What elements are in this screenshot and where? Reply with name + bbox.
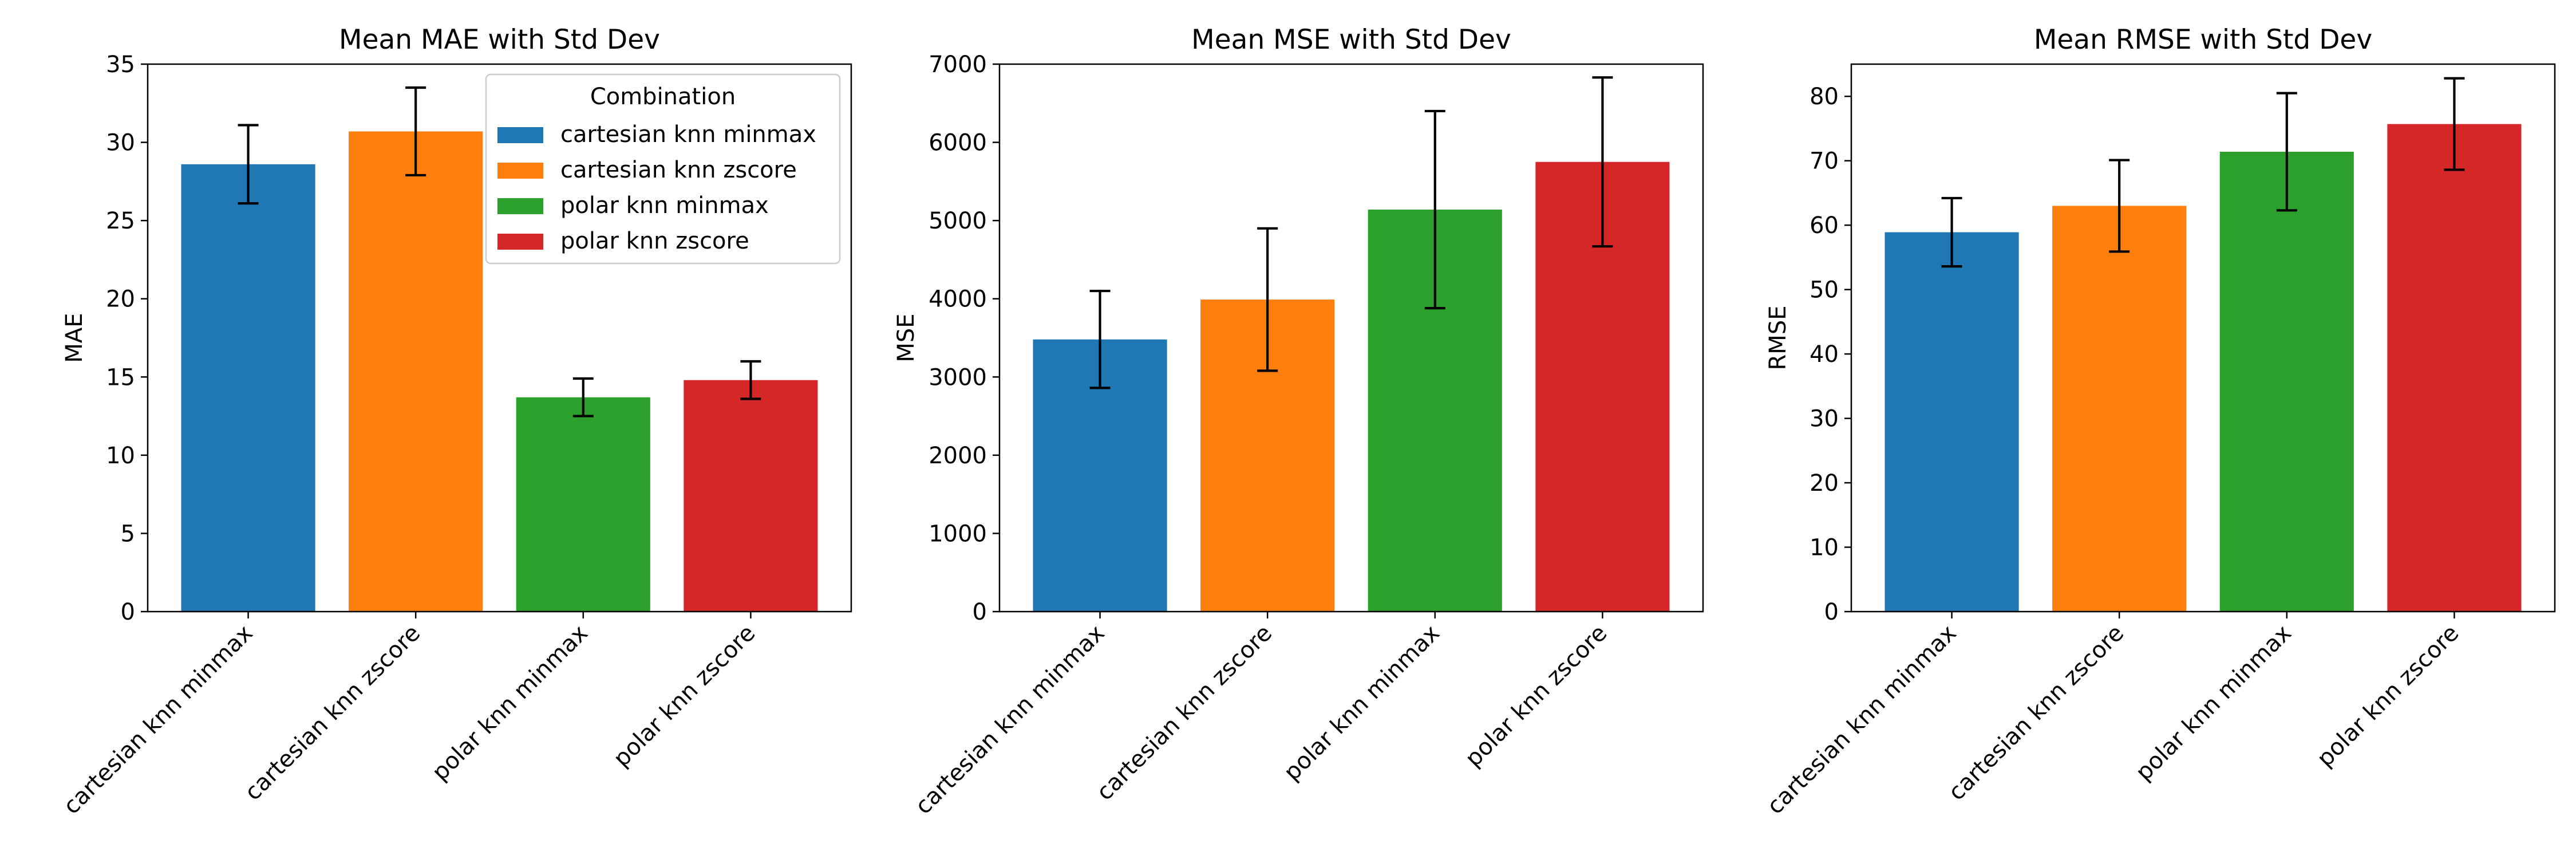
legend-label: polar knn zscore bbox=[560, 228, 749, 254]
x-tick-label-cartesian-knn-minmax: cartesian knn minmax bbox=[910, 620, 1110, 820]
x-tick-label-polar-knn-zscore: polar knn zscore bbox=[1460, 620, 1613, 773]
chart-panel-mse: Mean MSE with Std Dev 0 1000 2000 3000 4000 50… bbox=[893, 24, 1704, 820]
error-bar-cartesian-knn-minmax bbox=[1089, 289, 1111, 389]
y-tick-label: 10 bbox=[106, 443, 135, 469]
y-axis-label: MAE bbox=[61, 313, 88, 362]
y-tick-label: 0 bbox=[1824, 599, 1839, 625]
chart-panel-mae: Mean MAE with Std Dev 0 5 10 15 20 25 30 35 MAE ca… bbox=[58, 24, 852, 820]
error-bar-polar-knn-minmax bbox=[2276, 92, 2297, 212]
x-tick-label-cartesian-knn-zscore: cartesian knn zscore bbox=[1092, 620, 1277, 806]
y-tick-label: 15 bbox=[106, 364, 135, 391]
y-tick-label: 25 bbox=[106, 208, 135, 234]
x-tick-label-cartesian-knn-minmax: cartesian knn minmax bbox=[58, 620, 258, 820]
bar-polar-knn-minmax bbox=[2219, 151, 2354, 612]
x-tick-label-polar-knn-minmax: polar knn minmax bbox=[427, 620, 593, 786]
x-tick-label-polar-knn-minmax: polar knn minmax bbox=[1279, 620, 1445, 786]
legend-item-polar-knn-minmax: polar knn minmax bbox=[497, 192, 769, 219]
y-tick-label: 10 bbox=[1809, 535, 1839, 561]
y-tick-label: 20 bbox=[1809, 470, 1839, 497]
y-tick-label: 80 bbox=[1809, 84, 1839, 110]
x-tick-label-polar-knn-zscore: polar knn zscore bbox=[2312, 620, 2464, 773]
legend-swatch bbox=[497, 127, 543, 143]
legend-item-polar-knn-zscore: polar knn zscore bbox=[497, 228, 749, 254]
y-tick-label: 1000 bbox=[929, 521, 987, 547]
y-tick-label: 40 bbox=[1809, 341, 1839, 368]
y-tick-label: 4000 bbox=[929, 286, 987, 313]
y-tick-label: 35 bbox=[106, 52, 135, 78]
error-bar-cartesian-knn-zscore bbox=[2109, 159, 2130, 253]
y-axis-label: RMSE bbox=[1765, 306, 1791, 371]
x-tick-label-polar-knn-minmax: polar knn minmax bbox=[2131, 620, 2297, 786]
y-tick-label: 0 bbox=[121, 599, 135, 625]
error-bar-polar-knn-zscore bbox=[1592, 76, 1613, 248]
bar-polar-knn-zscore bbox=[683, 380, 818, 612]
y-tick-label: 0 bbox=[973, 599, 987, 625]
y-tick-label: 70 bbox=[1809, 148, 1839, 175]
legend-label: cartesian knn minmax bbox=[560, 121, 816, 148]
error-bar-polar-knn-minmax bbox=[1424, 109, 1445, 310]
y-tick-label: 2000 bbox=[929, 443, 987, 469]
y-tick-label: 7000 bbox=[929, 52, 987, 78]
bar-cartesian-knn-zscore bbox=[349, 131, 483, 612]
legend: Combination cartesian knn minmax cartesian… bbox=[485, 73, 841, 265]
error-bar-polar-knn-zscore bbox=[740, 360, 761, 400]
legend-swatch bbox=[497, 234, 543, 250]
x-tick-label-polar-knn-zscore: polar knn zscore bbox=[609, 620, 761, 773]
y-tick-label: 20 bbox=[106, 286, 135, 313]
x-tick-label-cartesian-knn-zscore: cartesian knn zscore bbox=[240, 620, 425, 806]
bar-cartesian-knn-zscore bbox=[2052, 206, 2187, 612]
y-tick-label: 5000 bbox=[929, 208, 987, 234]
legend-swatch bbox=[497, 163, 543, 179]
legend-box bbox=[485, 73, 841, 265]
legend-swatch bbox=[497, 198, 543, 214]
bar-cartesian-knn-minmax bbox=[181, 164, 315, 612]
y-tick-label: 6000 bbox=[929, 130, 987, 156]
x-tick-label-cartesian-knn-minmax: cartesian knn minmax bbox=[1762, 620, 1962, 820]
chart-title: Mean MAE with Std Dev bbox=[339, 24, 660, 56]
error-bar-cartesian-knn-zscore bbox=[1257, 227, 1278, 372]
bar-polar-knn-zscore bbox=[2387, 124, 2522, 612]
y-tick-label: 5 bbox=[121, 521, 135, 547]
y-tick-label: 3000 bbox=[929, 364, 987, 391]
x-tick-label-cartesian-knn-zscore: cartesian knn zscore bbox=[1943, 620, 2129, 806]
y-tick-label: 50 bbox=[1809, 277, 1839, 304]
legend-label: polar knn minmax bbox=[560, 192, 769, 219]
y-axis-label: MSE bbox=[893, 313, 919, 362]
y-tick-label: 60 bbox=[1809, 212, 1839, 239]
y-tick-label: 30 bbox=[1809, 406, 1839, 432]
bar-polar-knn-minmax bbox=[516, 397, 650, 612]
plot-frame bbox=[998, 63, 1704, 613]
error-bar-polar-knn-zscore bbox=[2444, 77, 2465, 171]
legend-item-cartesian-knn-minmax: cartesian knn minmax bbox=[497, 121, 816, 148]
error-bar-cartesian-knn-minmax bbox=[238, 124, 259, 205]
y-tick-label: 30 bbox=[106, 130, 135, 156]
bar-cartesian-knn-minmax bbox=[1884, 232, 2019, 612]
error-bar-cartesian-knn-minmax bbox=[1941, 196, 1962, 268]
chart-title: Mean MSE with Std Dev bbox=[1191, 24, 1511, 56]
chart-title: Mean RMSE with Std Dev bbox=[2034, 24, 2372, 56]
error-bar-polar-knn-minmax bbox=[572, 377, 594, 417]
legend-label: cartesian knn zscore bbox=[560, 157, 797, 183]
chart-panel-rmse: Mean RMSE with Std Dev 0 10 20 30 40 50 60 70 80 R… bbox=[1762, 24, 2556, 820]
plot-frame bbox=[147, 63, 852, 613]
error-bar-cartesian-knn-zscore bbox=[405, 86, 426, 177]
legend-item-cartesian-knn-zscore: cartesian knn zscore bbox=[497, 157, 797, 183]
plot-frame bbox=[1850, 63, 2556, 613]
legend-title: Combination bbox=[590, 84, 736, 110]
